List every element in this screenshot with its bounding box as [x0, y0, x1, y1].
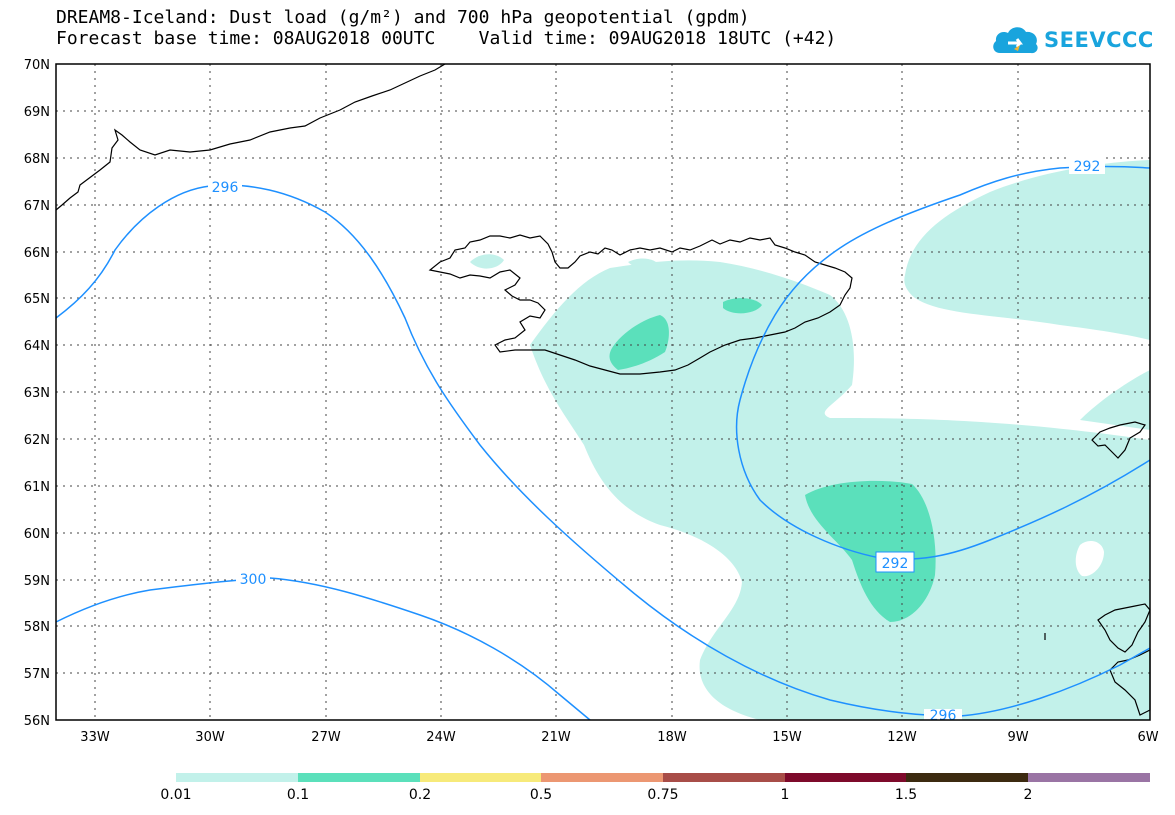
- contour-300: [55, 577, 591, 721]
- dust-fill-clear: [1075, 540, 1104, 577]
- contour-label-296-south: 296: [924, 708, 962, 724]
- lat-label: 66N: [24, 246, 50, 261]
- lon-label: 24W: [426, 730, 456, 745]
- colorbar-segment: [663, 773, 785, 782]
- contour-label-text: 292: [882, 556, 909, 572]
- map-subtitle: Forecast base time: 08AUG2018 00UTC Vali…: [56, 28, 837, 49]
- colorbar-label: 1.5: [895, 787, 917, 803]
- lat-label: 61N: [24, 480, 50, 495]
- contour-label-text: 300: [240, 572, 267, 588]
- contour-label-292-south: 292: [875, 551, 915, 573]
- colorbar-segment: [541, 773, 663, 782]
- contour-296-west: [55, 184, 1151, 717]
- lat-label: 59N: [24, 574, 50, 589]
- lon-label: 15W: [772, 730, 802, 745]
- contour-label-text: 296: [212, 180, 239, 196]
- contour-label-296-north: 296: [208, 178, 242, 196]
- lon-label: 6W: [1137, 730, 1158, 745]
- colorbar-segment: [906, 773, 1028, 782]
- grid-lines: [56, 64, 1150, 720]
- lat-axis: 70N 69N 68N 67N 66N 65N 64N 63N 62N 61N …: [24, 58, 50, 729]
- lon-label: 33W: [80, 730, 110, 745]
- colorbar: 0.01 0.1 0.2 0.5 0.75 1 1.5 2: [160, 773, 1150, 803]
- colorbar-segment: [176, 773, 298, 782]
- greenland-coast: [55, 63, 446, 211]
- contour-292: [735, 165, 1151, 560]
- lat-label: 67N: [24, 199, 50, 214]
- lon-label: 12W: [887, 730, 917, 745]
- geopotential-contours: [55, 165, 1151, 721]
- lon-label: 9W: [1007, 730, 1028, 745]
- cloud-icon: [993, 27, 1038, 54]
- lon-label: 18W: [657, 730, 687, 745]
- dust-fill-light: [470, 160, 1150, 720]
- colorbar-label: 0.01: [160, 787, 191, 803]
- logo-text: SEEVCCC: [1044, 28, 1154, 52]
- lon-axis: 33W 30W 27W 24W 21W 18W 15W 12W 9W 6W: [80, 730, 1158, 745]
- lat-label: 62N: [24, 433, 50, 448]
- colorbar-label: 0.5: [530, 787, 552, 803]
- colorbar-segment: [298, 773, 420, 782]
- colorbar-segment: [1028, 773, 1150, 782]
- lat-label: 69N: [24, 105, 50, 120]
- dust-fill-medium: [609, 298, 936, 622]
- lat-label: 58N: [24, 620, 50, 635]
- colorbar-label: 0.75: [647, 787, 678, 803]
- faroe-coast: [1091, 421, 1146, 459]
- lat-label: 68N: [24, 152, 50, 167]
- lon-label: 30W: [195, 730, 225, 745]
- lon-label: 27W: [311, 730, 341, 745]
- lat-label: 63N: [24, 386, 50, 401]
- contour-label-text: 292: [1074, 159, 1101, 175]
- iceland-coast: [428, 234, 853, 375]
- colorbar-segment: [785, 773, 906, 782]
- lat-label: 64N: [24, 339, 50, 354]
- colorbar-label: 0.2: [409, 787, 431, 803]
- contour-label-292-north: 292: [1069, 157, 1105, 175]
- colorbar-segment: [420, 773, 541, 782]
- map-title: DREAM8-Iceland: Dust load (g/m²) and 700…: [56, 7, 750, 28]
- map-frame: [55, 63, 1151, 721]
- seevccc-logo: SEEVCCC: [990, 20, 1154, 60]
- colorbar-label: 2: [1024, 787, 1033, 803]
- colorbar-label: 0.1: [287, 787, 309, 803]
- lon-label: 21W: [541, 730, 571, 745]
- contour-label-text: 296: [930, 708, 957, 724]
- contour-labels: 296 300 292 292 296: [208, 157, 1105, 724]
- colorbar-label: 1: [781, 787, 790, 803]
- contour-label-300: 300: [236, 570, 270, 588]
- lat-label: 65N: [24, 292, 50, 307]
- lat-label: 56N: [24, 714, 50, 729]
- lat-label: 57N: [24, 667, 50, 682]
- lat-label: 70N: [24, 58, 50, 73]
- lat-label: 60N: [24, 527, 50, 542]
